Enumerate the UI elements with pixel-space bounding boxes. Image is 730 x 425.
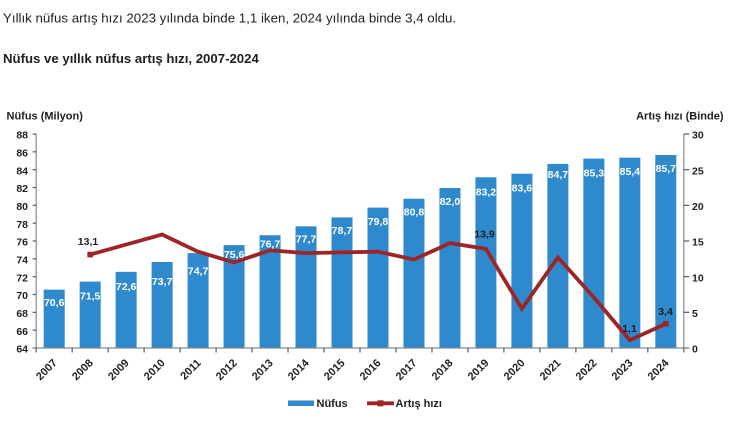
svg-text:76: 76 bbox=[16, 237, 28, 249]
svg-text:75,6: 75,6 bbox=[224, 249, 245, 261]
svg-text:85,4: 85,4 bbox=[620, 166, 641, 178]
svg-text:13,9: 13,9 bbox=[474, 229, 495, 241]
svg-text:74: 74 bbox=[16, 255, 28, 267]
svg-text:30: 30 bbox=[692, 130, 704, 142]
svg-text:74,7: 74,7 bbox=[188, 266, 209, 278]
svg-text:85,3: 85,3 bbox=[584, 168, 605, 180]
svg-text:64: 64 bbox=[16, 344, 28, 356]
svg-text:82: 82 bbox=[16, 183, 28, 195]
svg-text:84: 84 bbox=[16, 165, 28, 177]
svg-text:78: 78 bbox=[16, 219, 28, 231]
svg-text:77,7: 77,7 bbox=[296, 234, 317, 246]
svg-text:66: 66 bbox=[16, 326, 28, 338]
svg-text:84,7: 84,7 bbox=[548, 169, 569, 181]
svg-text:86: 86 bbox=[16, 148, 28, 160]
svg-text:71,5: 71,5 bbox=[80, 290, 101, 302]
svg-text:72,6: 72,6 bbox=[116, 281, 137, 293]
svg-text:72: 72 bbox=[16, 272, 28, 284]
svg-text:73,7: 73,7 bbox=[152, 276, 173, 288]
svg-text:68: 68 bbox=[16, 308, 28, 320]
svg-text:83,2: 83,2 bbox=[476, 186, 497, 198]
svg-text:70,6: 70,6 bbox=[44, 297, 65, 309]
svg-text:80: 80 bbox=[16, 201, 28, 213]
svg-text:Nüfus ve yıllık nüfus artış hı: Nüfus ve yıllık nüfus artış hızı, 2007-2… bbox=[3, 51, 259, 66]
svg-text:Nüfus: Nüfus bbox=[317, 398, 348, 410]
svg-text:5: 5 bbox=[692, 308, 698, 320]
svg-text:70: 70 bbox=[16, 290, 28, 302]
svg-text:0: 0 bbox=[692, 344, 698, 356]
svg-text:Artış hızı: Artış hızı bbox=[396, 398, 442, 410]
svg-text:82,0: 82,0 bbox=[440, 196, 461, 208]
svg-text:78,7: 78,7 bbox=[332, 225, 353, 237]
svg-text:3,4: 3,4 bbox=[658, 306, 673, 318]
svg-text:79,8: 79,8 bbox=[368, 216, 389, 228]
svg-text:13,1: 13,1 bbox=[78, 236, 99, 248]
svg-text:83,6: 83,6 bbox=[512, 182, 533, 194]
svg-text:Artış hızı (Binde): Artış hızı (Binde) bbox=[636, 111, 724, 123]
svg-text:Nüfus (Milyon): Nüfus (Milyon) bbox=[7, 111, 84, 123]
svg-text:10: 10 bbox=[692, 272, 704, 284]
svg-text:1,1: 1,1 bbox=[622, 323, 637, 335]
svg-text:20: 20 bbox=[692, 201, 704, 213]
svg-text:Yıllık nüfus artış hızı 2023 y: Yıllık nüfus artış hızı 2023 yılında bin… bbox=[3, 10, 456, 25]
svg-text:80,8: 80,8 bbox=[404, 207, 425, 219]
svg-text:88: 88 bbox=[16, 130, 28, 142]
svg-text:76,7: 76,7 bbox=[260, 238, 281, 250]
svg-text:15: 15 bbox=[692, 237, 704, 249]
svg-text:85,7: 85,7 bbox=[656, 163, 677, 175]
svg-text:25: 25 bbox=[692, 165, 704, 177]
